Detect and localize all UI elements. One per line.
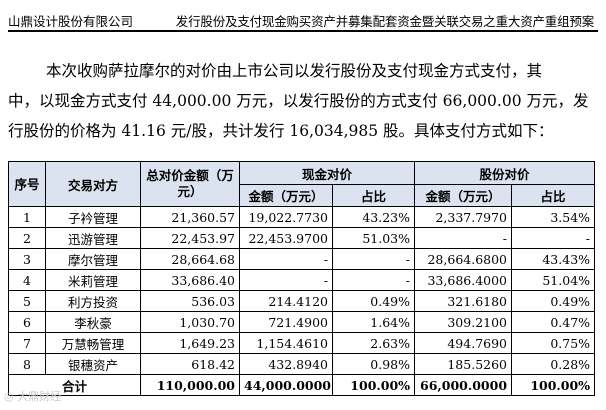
cell-share-ratio: 0.49% [511, 290, 596, 312]
table-row: 5 利方投资 536.03 214.4120 0.49% 321.6180 0.… [8, 290, 596, 312]
cell-total: 536.03 [140, 290, 240, 312]
cell-share-ratio: - [511, 227, 596, 249]
cell-cash-amount: 19,022.7730 [239, 206, 333, 228]
total-row: 合计 110,000.00 44,000.0000 100.00% 66,000… [8, 374, 596, 396]
cell-seq: 1 [8, 206, 46, 228]
watermark: ◎ 大鼎财经 [4, 390, 62, 403]
cell-party: 万慧畅管理 [45, 332, 141, 354]
cell-share-ratio: 0.28% [511, 353, 596, 375]
cell-cash-amount: 721.4900 [239, 311, 333, 333]
header-cash-group: 现金对价 [238, 161, 416, 185]
header-share-group: 股份对价 [414, 161, 596, 185]
paragraph-line: 中，以现金方式支付 44,000.00 万元，以发行股份的方式支付 66,000… [8, 92, 589, 110]
cell-share-ratio: 51.04% [511, 269, 596, 291]
total-label: 合计 [8, 374, 141, 396]
cell-share-amount: 2,337.7970 [414, 206, 513, 228]
cell-cash-ratio: 43.23% [331, 206, 416, 228]
cell-cash-ratio: 0.49% [331, 290, 416, 312]
cell-cash-ratio: 2.63% [331, 332, 416, 354]
cell-total: 33,686.40 [140, 269, 240, 291]
cell-share-ratio: 0.75% [511, 332, 596, 354]
cell-cash-ratio: - [331, 269, 416, 291]
header-total: 总对价金额（万元） [140, 161, 240, 207]
header-share-ratio: 占比 [511, 184, 596, 207]
company-name: 山鼎设计股份有限公司 [8, 14, 134, 29]
cell-party: 摩尔管理 [45, 248, 141, 270]
header-cash-ratio: 占比 [331, 184, 416, 207]
table-row: 4 米莉管理 33,686.40 - - 33,686.4000 51.04% [8, 269, 596, 291]
header-cash-amount: 金额（万元） [239, 184, 333, 207]
cell-party: 银穗资产 [45, 353, 141, 375]
cell-cash-ratio: 1.64% [331, 311, 416, 333]
cell-party: 米莉管理 [45, 269, 141, 291]
table-row: 3 摩尔管理 28,664.68 - - 28,664.6800 43.43% [8, 248, 596, 270]
body-paragraph: 本次收购萨拉摩尔的对价由上市公司以发行股份及支付现金方式支付，其 中，以现金方式… [8, 56, 588, 146]
cell-cash-amount: 214.4120 [239, 290, 333, 312]
cell-share-amount: - [414, 227, 513, 249]
paragraph-line: 行股份的价格为 41.16 元/股，共计发行 16,034,985 股。具体支付… [8, 122, 554, 140]
cell-party: 子衿管理 [45, 206, 141, 228]
cell-party: 利方投资 [45, 290, 141, 312]
table-row: 2 迅游管理 22,453.97 22,453.9700 51.03% - - [8, 227, 596, 249]
cell-cash-amount: - [239, 248, 333, 270]
document-title: 发行股份及支付现金购买资产并募集配套资金暨关联交易之重大资产重组预案 [175, 14, 594, 29]
cell-share-amount: 33,686.4000 [414, 269, 513, 291]
total-cash-ratio: 100.00% [331, 374, 416, 396]
cell-share-amount: 185.5260 [414, 353, 513, 375]
cell-total: 21,360.57 [140, 206, 240, 228]
cell-share-amount: 28,664.6800 [414, 248, 513, 270]
cell-cash-ratio: 0.98% [331, 353, 416, 375]
cell-share-ratio: 3.54% [511, 206, 596, 228]
cell-seq: 3 [8, 248, 46, 270]
cell-party: 迅游管理 [45, 227, 141, 249]
total-share-amount: 66,000.0000 [414, 374, 513, 396]
cell-seq: 4 [8, 269, 46, 291]
total-share-ratio: 100.00% [511, 374, 596, 396]
cell-cash-ratio: - [331, 248, 416, 270]
table-row: 6 李秋豪 1,030.70 721.4900 1.64% 309.2100 0… [8, 311, 596, 333]
cell-share-amount: 309.2100 [414, 311, 513, 333]
cell-seq: 2 [8, 227, 46, 249]
header-divider [8, 30, 598, 32]
cell-cash-amount: 432.8940 [239, 353, 333, 375]
table-row: 7 万慧畅管理 1,649.23 1,154.4610 2.63% 494.76… [8, 332, 596, 354]
cell-share-ratio: 0.47% [511, 311, 596, 333]
header-party: 交易对方 [45, 161, 141, 207]
cell-seq: 6 [8, 311, 46, 333]
cell-total: 28,664.68 [140, 248, 240, 270]
cell-cash-amount: 22,453.9700 [239, 227, 333, 249]
cell-total: 22,453.97 [140, 227, 240, 249]
cell-seq: 5 [8, 290, 46, 312]
header-share-amount: 金额（万元） [414, 184, 513, 207]
payment-table: 序号 交易对方 总对价金额（万元） 现金对价 股份对价 金额（万元） 占比 金额… [8, 161, 596, 396]
cell-cash-amount: - [239, 269, 333, 291]
cell-total: 618.42 [140, 353, 240, 375]
page-header: 山鼎设计股份有限公司 发行股份及支付现金购买资产并募集配套资金暨关联交易之重大资… [8, 8, 598, 30]
cell-seq: 8 [8, 353, 46, 375]
cell-party: 李秋豪 [45, 311, 141, 333]
table-row: 1 子衿管理 21,360.57 19,022.7730 43.23% 2,33… [8, 206, 596, 228]
paragraph-line: 本次收购萨拉摩尔的对价由上市公司以发行股份及支付现金方式支付，其 [46, 62, 543, 80]
cell-cash-ratio: 51.03% [331, 227, 416, 249]
cell-share-amount: 494.7690 [414, 332, 513, 354]
cell-share-amount: 321.6180 [414, 290, 513, 312]
cell-cash-amount: 1,154.4610 [239, 332, 333, 354]
cell-total: 1,649.23 [140, 332, 240, 354]
header-seq: 序号 [8, 161, 46, 207]
cell-total: 1,030.70 [140, 311, 240, 333]
total-amount: 110,000.00 [140, 374, 240, 396]
table-row: 8 银穗资产 618.42 432.8940 0.98% 185.5260 0.… [8, 353, 596, 375]
cell-seq: 7 [8, 332, 46, 354]
total-cash-amount: 44,000.0000 [239, 374, 333, 396]
cell-share-ratio: 43.43% [511, 248, 596, 270]
